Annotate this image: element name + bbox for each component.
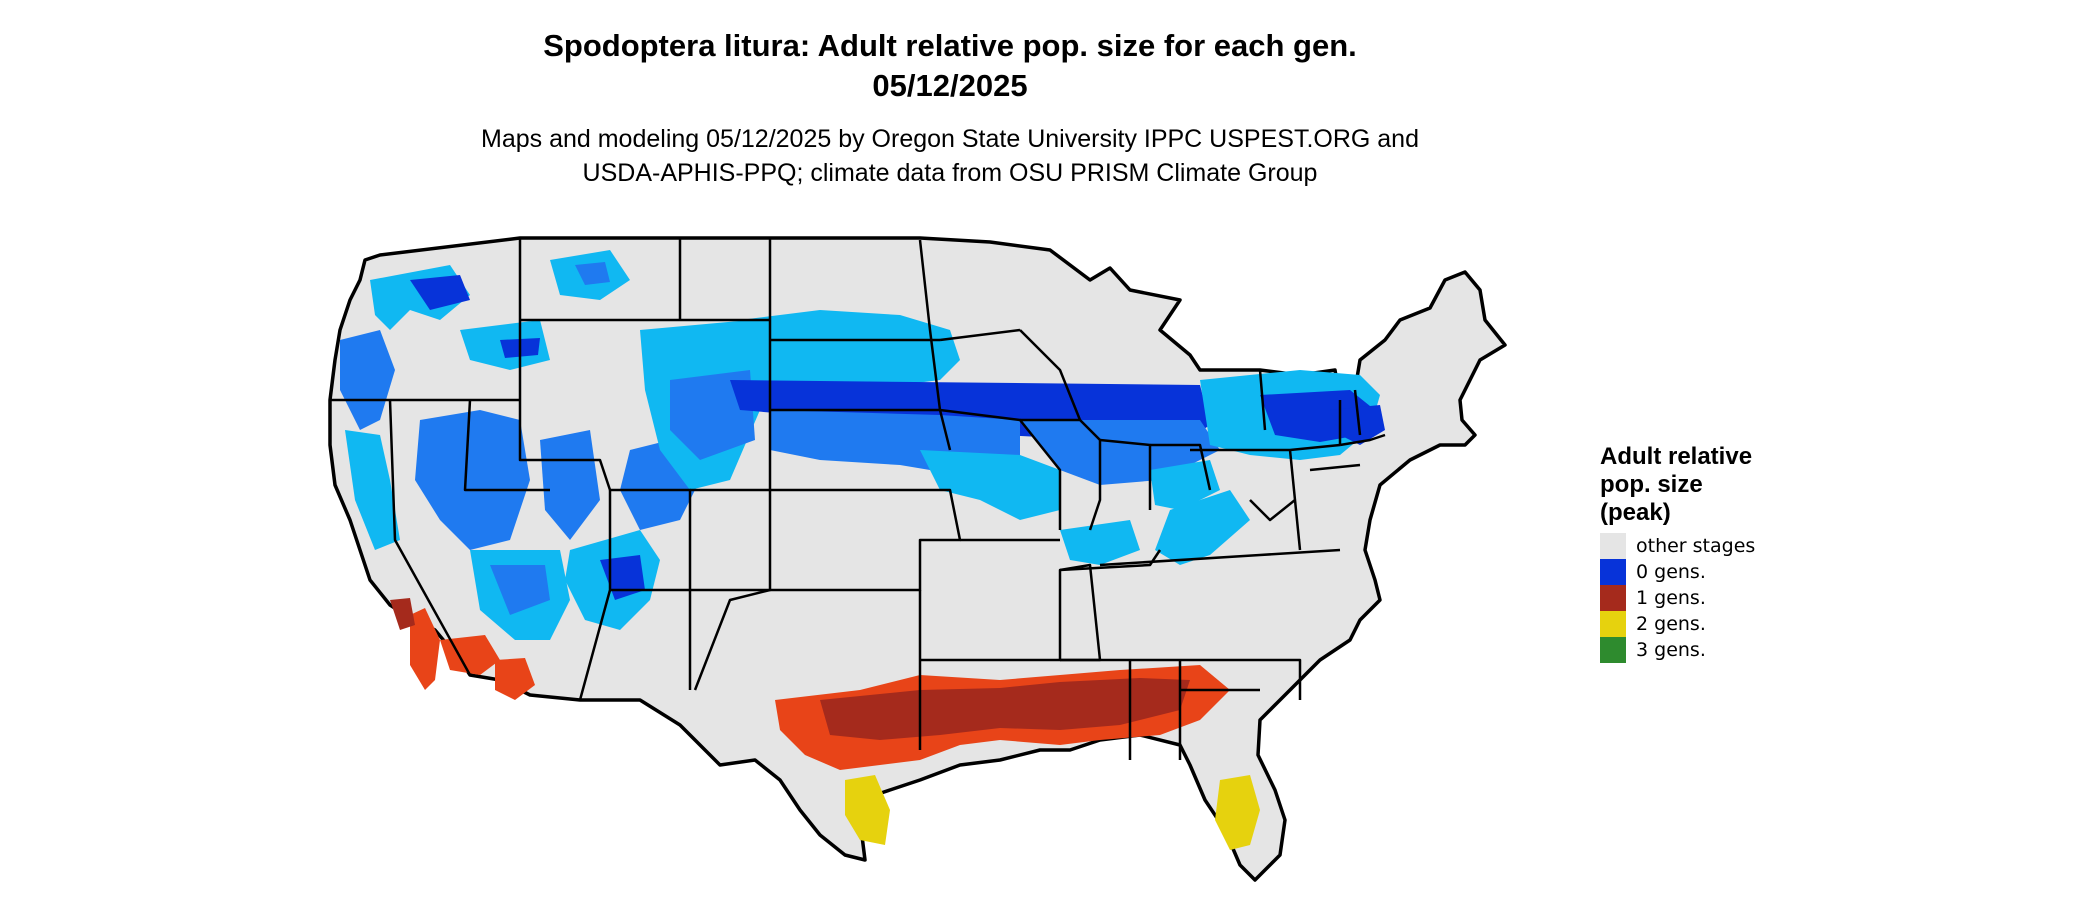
- legend-item-2-gens: 2 gens.: [1600, 611, 1830, 637]
- title-line-1: Spodoptera litura: Adult relative pop. s…: [543, 28, 1357, 63]
- legend-label: 1 gens.: [1636, 587, 1706, 609]
- subtitle-line-1: Maps and modeling 05/12/2025 by Oregon S…: [481, 125, 1419, 153]
- subtitle-line-2: USDA-APHIS-PPQ; climate data from OSU PR…: [582, 159, 1318, 187]
- state-borders: [330, 238, 1386, 760]
- legend-swatch: [1600, 637, 1626, 663]
- map-subtitle: Maps and modeling 05/12/2025 by Oregon S…: [0, 122, 1900, 190]
- legend-label: other stages: [1636, 535, 1756, 557]
- legend-label: 0 gens.: [1636, 561, 1706, 583]
- legend-title-line-2: pop. size: [1600, 471, 1703, 498]
- legend-item-0-gens: 0 gens.: [1600, 559, 1830, 585]
- legend-label: 3 gens.: [1636, 639, 1706, 661]
- legend-swatch: [1600, 559, 1626, 585]
- legend-title-line-3: (peak): [1600, 499, 1671, 526]
- legend-swatch: [1600, 611, 1626, 637]
- legend-swatch: [1600, 533, 1626, 559]
- legend-title: Adult relative pop. size (peak): [1600, 443, 1830, 527]
- title-line-2: 05/12/2025: [872, 68, 1028, 103]
- legend-swatch: [1600, 585, 1626, 611]
- one-gen-zones: [390, 598, 1230, 770]
- map-title: Spodoptera litura: Adult relative pop. s…: [0, 26, 1900, 106]
- legend-title-line-1: Adult relative: [1600, 443, 1753, 470]
- us-map: [328, 236, 1507, 882]
- legend-item-other-stages: other stages: [1600, 533, 1830, 559]
- legend-label: 2 gens.: [1636, 613, 1706, 635]
- legend-item-1-gens: 1 gens.: [1600, 585, 1830, 611]
- legend-items: other stages 0 gens. 1 gens. 2 gens. 3 g…: [1600, 533, 1830, 663]
- two-gen-zones: [845, 775, 1260, 850]
- legend: Adult relative pop. size (peak) other st…: [1600, 443, 1830, 663]
- legend-item-3-gens: 3 gens.: [1600, 637, 1830, 663]
